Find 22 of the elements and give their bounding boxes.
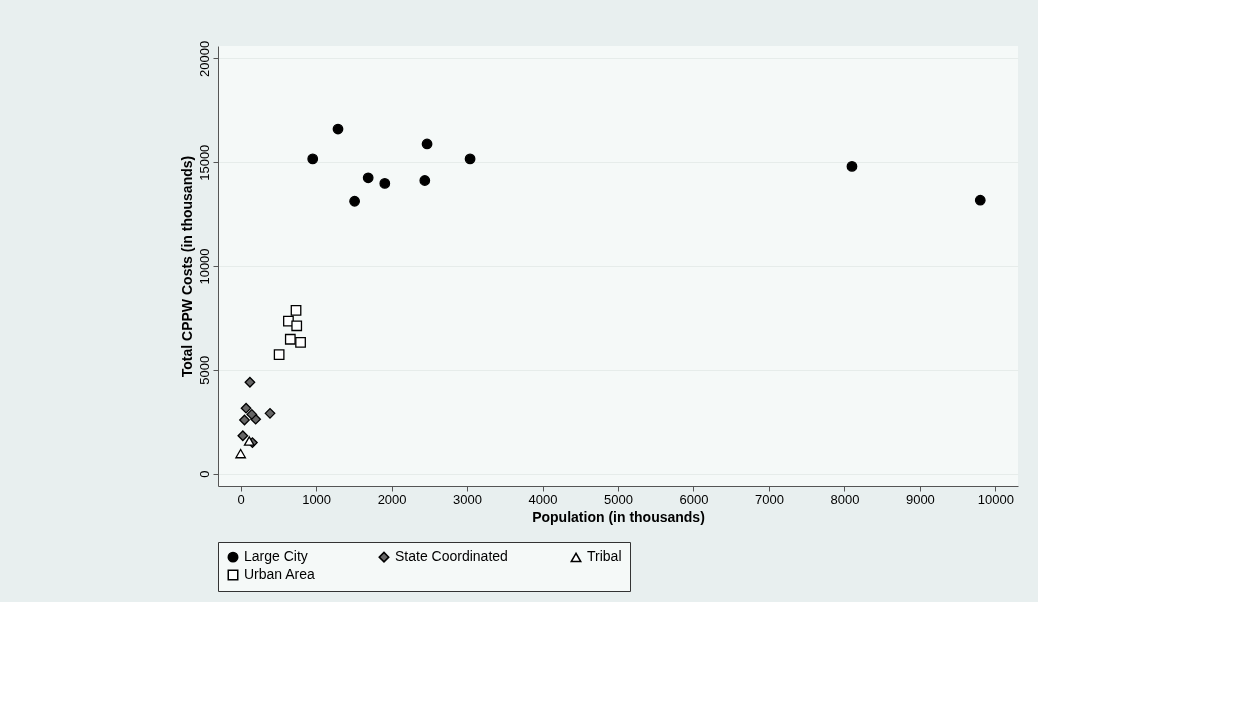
legend-label: State Coordinated: [395, 548, 508, 565]
y-tick-label: 20000: [196, 40, 212, 78]
x-tick-label: 3000: [453, 491, 483, 507]
x-tick-label: 6000: [679, 491, 709, 507]
x-tick-label: 5000: [604, 491, 633, 507]
y-tick-label: 15000: [196, 144, 212, 181]
x-tick-label: 2000: [377, 491, 407, 507]
legend-label: Large City: [244, 548, 308, 565]
y-tick-label: 0: [196, 470, 212, 478]
x-tick-label: 0: [237, 491, 245, 507]
y-tick-label: 10000: [196, 248, 212, 285]
x-tick-label: 1000: [302, 491, 332, 507]
x-axis-title: Population (in thousands): [532, 508, 705, 525]
y-tick-label: 5000: [196, 355, 212, 385]
x-tick-label: 8000: [830, 491, 860, 507]
x-tick-label: 4000: [528, 491, 558, 507]
legend-label: Urban Area: [244, 566, 316, 582]
legend-label: Tribal: [587, 548, 622, 565]
y-axis-title: Total CPPW Costs (in thousands): [178, 155, 195, 378]
x-tick-label: 7000: [754, 491, 784, 507]
x-tick-label: 9000: [905, 491, 935, 507]
x-tick-label: 10000: [977, 491, 1014, 507]
